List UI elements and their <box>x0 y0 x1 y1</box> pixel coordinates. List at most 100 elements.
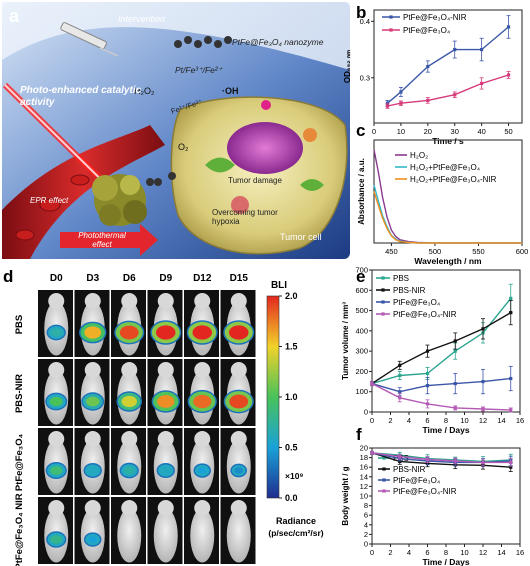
nanozyme-aggregate <box>92 174 147 226</box>
legend-label: PBS-NIR <box>393 286 426 295</box>
data-point <box>509 296 513 300</box>
mouse-head <box>48 500 65 516</box>
bli-signal-core <box>229 394 249 409</box>
panel-label-c: c <box>356 121 365 140</box>
mouse-head <box>121 500 138 516</box>
data-point <box>480 81 484 86</box>
x-tick-label: 550 <box>472 247 485 256</box>
colorbar-title: BLI <box>271 280 287 291</box>
syringe-icon <box>60 22 107 50</box>
day-header: D6 <box>123 273 136 284</box>
legend-marker <box>389 15 393 19</box>
data-point <box>399 90 403 94</box>
legend-label: H₂O₂+PtFe@Fe₃O₄-NIR <box>410 175 497 184</box>
mitochondria <box>300 179 324 191</box>
day-header: D15 <box>230 273 249 284</box>
nanozyme-molecule-icon <box>174 36 232 48</box>
data-point <box>509 376 513 381</box>
data-point <box>509 311 513 315</box>
oxygen-molecule-icon <box>146 172 176 186</box>
x-tick-label: 0 <box>370 548 374 557</box>
data-point <box>370 451 374 455</box>
organelle <box>303 128 317 142</box>
x-tick-label: 8 <box>444 416 448 425</box>
day-header: D3 <box>86 273 99 284</box>
data-point <box>385 104 390 108</box>
tumor-cell-label: Tumor cell <box>280 232 322 242</box>
epr-label: EPR effect <box>30 196 69 205</box>
legend-marker <box>381 300 385 304</box>
plot-frame <box>373 9 523 124</box>
bli-signal <box>223 320 255 345</box>
x-tick-label: 16 <box>516 548 524 557</box>
bli-signal-core <box>49 396 63 407</box>
y-tick-label: 2 <box>364 530 368 539</box>
x-tick-label: 4 <box>407 548 411 557</box>
photo-enhanced-label-box: Photo-enhanced catalytic activity <box>20 85 141 108</box>
red-blood-cell <box>39 198 61 212</box>
bli-signal-core <box>234 467 244 474</box>
mouse-body <box>153 508 178 563</box>
day-header: D0 <box>50 273 63 284</box>
data-point <box>426 64 430 69</box>
bli-signal <box>46 324 66 341</box>
mouse-head <box>230 293 247 309</box>
data-point <box>453 349 457 353</box>
bli-signal <box>45 392 68 411</box>
data-point <box>453 459 457 463</box>
series-line-1 <box>371 311 512 385</box>
y-tick-label: 8 <box>364 501 368 510</box>
y-tick-label: 20 <box>360 444 368 453</box>
legend-label: PBS <box>393 274 409 283</box>
photothermal-arrow <box>60 224 158 256</box>
mouse-head <box>230 362 247 378</box>
o2-label: O₂ <box>178 142 189 152</box>
chart-b: 0 10 20 30 40 50 0.3 0.4 Time / s OD₆₅₂ ₙₘ PtFe@Fe… <box>343 9 523 146</box>
data-point <box>398 363 402 367</box>
legend-marker <box>382 467 386 471</box>
bli-signal <box>46 531 67 548</box>
x-tick-label: 12 <box>479 548 487 557</box>
h2o2-label: H₂O₂ <box>134 86 155 96</box>
nanozyme-label: PtFe@Fe₃O₄ nanozyme <box>232 37 324 47</box>
x-tick-label: 6 <box>425 548 429 557</box>
mouse-head <box>121 362 138 378</box>
y-tick-label: 200 <box>355 367 368 376</box>
bli-signal-core <box>86 396 100 407</box>
mouse-head <box>157 362 174 378</box>
bli-signal <box>83 462 102 479</box>
panel-label-b: b <box>356 3 366 22</box>
x-tick-label: 10 <box>460 548 468 557</box>
data-point <box>480 47 484 52</box>
legend-label: PtFe@Fe₃O₄ <box>403 26 450 35</box>
x-tick-label: 600 <box>516 247 529 256</box>
data-point <box>506 73 511 77</box>
y-tick-label: 300 <box>355 347 368 356</box>
redox-label: Pt/Fe³⁺/Fe²⁺ <box>175 65 224 75</box>
data-point <box>398 396 402 400</box>
data-point <box>506 25 511 29</box>
bli-signal-core <box>121 395 137 408</box>
colorbar-tick-label: 1.0 <box>285 392 298 402</box>
bli-signal <box>84 532 102 547</box>
colorbar-tick-label: 0.0 <box>285 493 298 503</box>
group-label: PBS-NIR <box>14 374 25 413</box>
data-point <box>425 349 430 353</box>
x-axis-label: Time / Days <box>422 557 469 566</box>
x-tick-label: 2 <box>388 416 392 425</box>
mouse-head <box>121 431 138 447</box>
bli-signal <box>230 463 248 478</box>
bli-signal-core <box>123 466 135 475</box>
mouse-head <box>84 431 101 447</box>
data-point <box>398 459 402 464</box>
mouse-head <box>48 431 65 447</box>
panel-a: a Intervention PtFe@Fe₃O₄ nanozyme Pt/Fe… <box>2 2 350 259</box>
x-axis-label: Time / s <box>432 136 464 146</box>
mouse-head <box>230 500 247 516</box>
legend-marker <box>382 478 386 482</box>
y-tick-label: 14 <box>360 472 368 481</box>
bli-signal <box>116 391 143 412</box>
legend-label: H₂O₂+PtFe@Fe₃O₄ <box>410 163 480 172</box>
group-label: PtFe@Fe₃O₄ <box>14 433 25 491</box>
colorbar-tick-label: 0.5 <box>285 443 298 453</box>
